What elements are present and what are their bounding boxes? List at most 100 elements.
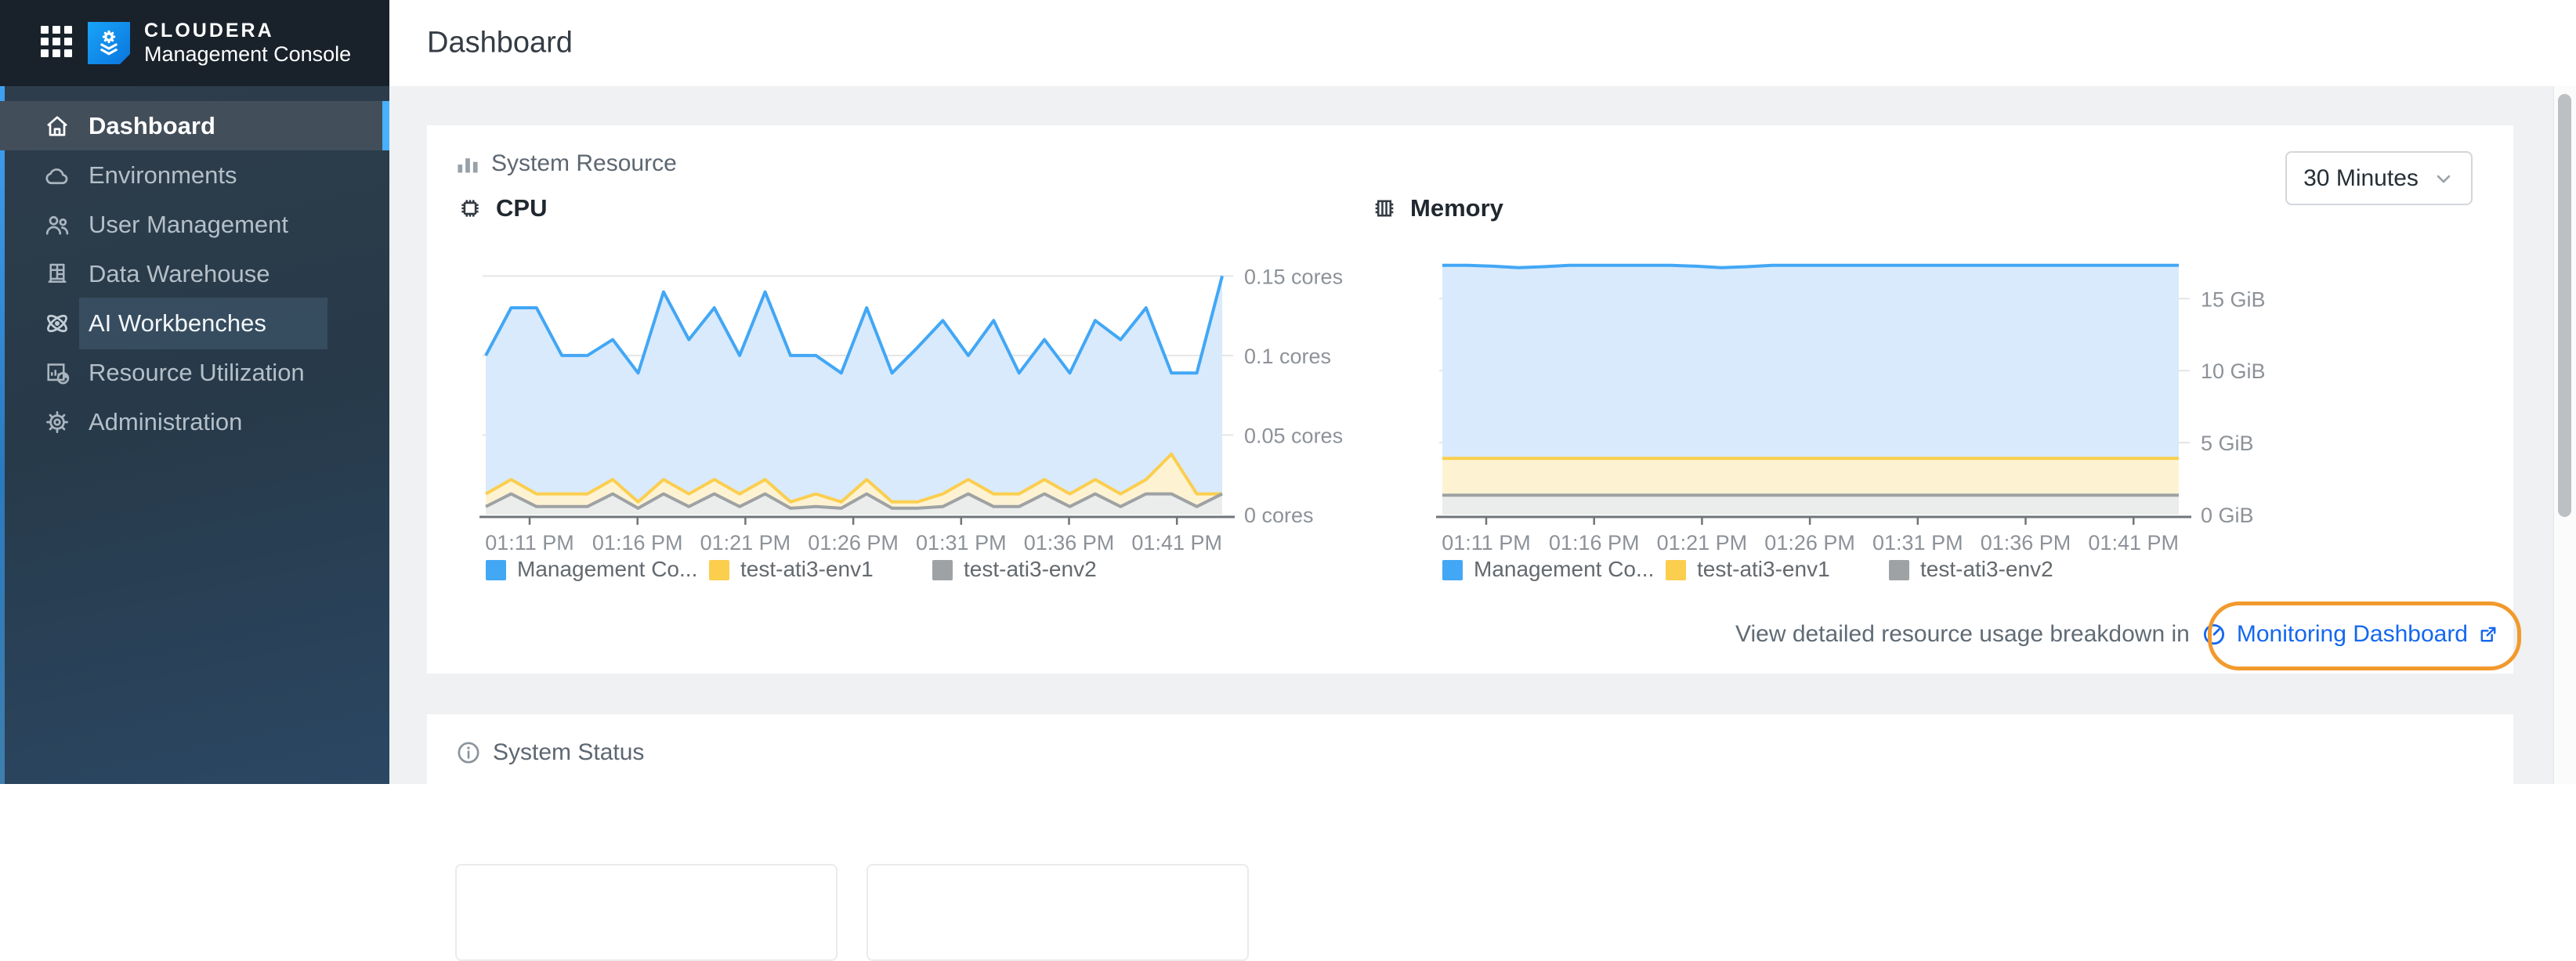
- content-area: System Resource 30 Minutes CPU 0.15 core…: [389, 86, 2576, 961]
- sidebar-item-dashboard[interactable]: Dashboard: [0, 101, 389, 150]
- y-tick-label: 0 GiB: [2201, 504, 2254, 527]
- legend-label: test-ati3-env2: [964, 557, 1097, 581]
- system-status-card: System Status: [427, 714, 2513, 961]
- series-line: [1442, 263, 2179, 269]
- resource-footer: View detailed resource usage breakdown i…: [1735, 611, 2499, 658]
- system-status-title: System Status: [493, 739, 645, 765]
- system-resource-header: System Resource: [455, 150, 677, 177]
- y-tick-label: 5 GiB: [2201, 432, 2254, 455]
- y-tick-label: 0.05 cores: [1244, 425, 1343, 448]
- users-icon: [45, 215, 69, 235]
- legend-label: test-ati3-env1: [740, 557, 874, 581]
- external-link-icon: [2480, 627, 2496, 642]
- series-area: [486, 276, 1222, 515]
- sidebar-item-data-warehouse[interactable]: Data Warehouse: [0, 249, 389, 298]
- memory-chart: 15 GiB 10 GiB 5 GiB 0 GiB 01:11 PM 01:16 PM 01…: [1415, 251, 2347, 599]
- vertical-scrollbar-track[interactable]: [2553, 86, 2576, 784]
- y-tick-label: 0.1 cores: [1244, 345, 1331, 368]
- sidebar-item-ai-workbenches[interactable]: AI Workbenches: [0, 297, 389, 349]
- sidebar: CLOUDERA Management Console Dashboard En…: [0, 0, 389, 784]
- legend-swatch: [932, 560, 953, 580]
- system-resource-card: System Resource 30 Minutes CPU 0.15 core…: [427, 125, 2521, 674]
- legend-swatch: [709, 560, 729, 580]
- x-tick-label: 01:21 PM: [1657, 531, 1748, 555]
- legend-label: Management Co...: [1474, 557, 1654, 581]
- logo-text: CLOUDERA Management Console: [144, 20, 351, 67]
- status-tile: [867, 864, 1249, 961]
- info-icon: [458, 742, 479, 764]
- memory-ram-icon: [1375, 200, 1394, 217]
- series-line: [485, 452, 1222, 504]
- sidebar-item-label: Administration: [89, 407, 243, 435]
- cpu-chart-canvas: 0.15 cores 0.1 cores 0.05 cores 0 cores 01:1…: [479, 265, 1343, 581]
- x-tick-label: 01:16 PM: [592, 531, 683, 555]
- system-resource-title: System Resource: [491, 150, 677, 176]
- x-tick-label: 01:26 PM: [1764, 531, 1855, 555]
- system-status-header: System Status: [455, 739, 644, 766]
- sidebar-item-environments[interactable]: Environments: [0, 150, 389, 200]
- series-area: [486, 493, 1222, 515]
- monitoring-dashboard-label: Monitoring Dashboard: [2236, 621, 2468, 647]
- home-icon: [47, 115, 67, 136]
- monitoring-dashboard-link[interactable]: Monitoring Dashboard: [2201, 621, 2499, 648]
- chevron-down-icon: [2437, 175, 2451, 183]
- y-tick-label: 15 GiB: [2201, 287, 2266, 311]
- y-tick-label: 10 GiB: [2201, 359, 2266, 383]
- logo-title: CLOUDERA: [144, 20, 274, 42]
- cpu-chart-title: CPU: [457, 194, 547, 222]
- sidebar-item-label: Resource Utilization: [89, 358, 305, 386]
- legend-swatch: [1666, 560, 1686, 580]
- x-tick-label: 01:11 PM: [485, 531, 574, 555]
- bar-chart-icon: [458, 158, 478, 173]
- memory-chart-canvas: 15 GiB 10 GiB 5 GiB 0 GiB 01:11 PM 01:16 PM 01…: [1436, 263, 2266, 581]
- x-tick-label: 01:21 PM: [700, 531, 791, 555]
- warehouse-icon: [48, 263, 67, 283]
- memory-chart-title: Memory: [1371, 194, 1503, 222]
- series-area: [1442, 265, 2179, 515]
- x-tick-label: 01:36 PM: [1981, 531, 2071, 555]
- sidebar-item-label: Environments: [89, 161, 237, 189]
- page-title: Dashboard: [427, 26, 573, 60]
- atom-icon: [47, 314, 67, 332]
- cpu-chart: 0.15 cores 0.1 cores 0.05 cores 0 cores 01:1…: [458, 251, 1391, 599]
- sidebar-item-administration[interactable]: Administration: [0, 397, 389, 446]
- x-tick-label: 01:31 PM: [916, 531, 1007, 555]
- x-tick-label: 01:31 PM: [1872, 531, 1963, 555]
- sidebar-item-resource-utilization[interactable]: Resource Utilization: [0, 348, 389, 397]
- sidebar-item-label: Dashboard: [89, 111, 215, 139]
- sidebar-nav: Dashboard Environments User Management D…: [0, 86, 389, 784]
- gear-icon: [46, 410, 68, 433]
- x-tick-label: 01:11 PM: [1442, 531, 1531, 555]
- y-tick-label: 0 cores: [1244, 504, 1314, 527]
- sidebar-item-label: AI Workbenches: [79, 297, 327, 349]
- sidebar-item-label: Data Warehouse: [89, 259, 270, 287]
- cpu-chip-icon: [461, 200, 479, 217]
- sidebar-item-label: User Management: [89, 210, 289, 238]
- x-tick-label: 01:41 PM: [1131, 531, 1222, 555]
- series-line: [485, 492, 1223, 510]
- x-tick-label: 01:26 PM: [808, 531, 899, 555]
- resource-chart-icon: [47, 363, 70, 384]
- cpu-title-label: CPU: [496, 194, 548, 222]
- gauge-icon: [2203, 623, 2224, 645]
- x-tick-label: 01:41 PM: [2088, 531, 2179, 555]
- legend-label: test-ati3-env2: [1920, 557, 2053, 581]
- x-tick-label: 01:36 PM: [1024, 531, 1115, 555]
- cloudera-logo-icon[interactable]: [88, 22, 130, 64]
- logo-subtitle: Management Console: [144, 42, 352, 66]
- memory-title-label: Memory: [1410, 194, 1503, 222]
- series-area: [1442, 495, 2179, 515]
- time-range-select[interactable]: 30 Minutes: [2285, 151, 2473, 205]
- main-header: Dashboard: [389, 0, 2576, 86]
- vertical-scrollbar-thumb[interactable]: [2558, 94, 2571, 517]
- legend-label: Management Co...: [517, 557, 697, 581]
- x-tick-label: 01:16 PM: [1549, 531, 1640, 555]
- sidebar-item-user-management[interactable]: User Management: [0, 200, 389, 249]
- legend-label: test-ati3-env1: [1697, 557, 1830, 581]
- series-line: [484, 275, 1224, 375]
- sidebar-header: CLOUDERA Management Console: [0, 0, 389, 86]
- legend-swatch: [486, 560, 506, 580]
- status-tile: [455, 864, 838, 961]
- legend-swatch: [1889, 560, 1909, 580]
- app-switcher-icon[interactable]: [41, 26, 75, 60]
